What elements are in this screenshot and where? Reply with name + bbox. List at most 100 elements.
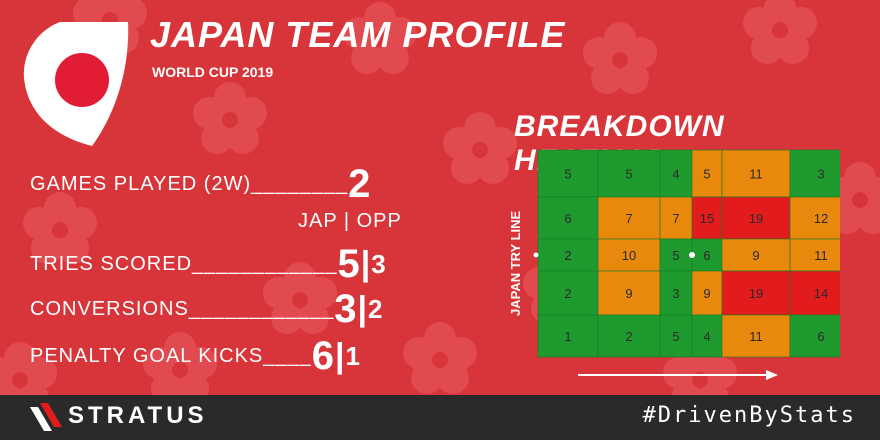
brand-name: STRATUS: [68, 402, 208, 429]
jap-value: 5: [337, 242, 361, 286]
opp-value: 3: [371, 249, 387, 279]
heatmap-cell-fill: [597, 238, 661, 272]
heatmap-cell-fill: [789, 149, 840, 198]
heatmap-cell-fill: [691, 238, 723, 272]
heatmap-cell-fill: [659, 196, 693, 240]
heatmap-cell: 5: [597, 149, 661, 198]
heatmap-cell-fill: [691, 270, 723, 316]
heatmap-cell: 4: [659, 149, 693, 198]
heatmap-cell-fill: [597, 270, 661, 316]
heatmap-cell-value: 11: [749, 167, 763, 182]
heatmap-cell: 19: [721, 270, 791, 316]
jap-value: 6: [311, 334, 336, 378]
heatmap-cell-fill: [789, 314, 840, 358]
heatmap-cell: 7: [659, 196, 693, 240]
heatmap-cell-value: 11: [749, 329, 763, 344]
heatmap-cell-fill: [721, 149, 791, 198]
stat-label: PENALTY GOAL KICKS____: [30, 344, 312, 367]
heatmap-cell-value: 9: [625, 286, 632, 301]
heatmap-cell-value: 4: [703, 329, 710, 344]
heatmap-cell-value: 14: [814, 286, 828, 301]
heatmap-cell: 11: [721, 149, 791, 198]
games-played-value: 2: [348, 162, 372, 206]
heatmap-cell-value: 2: [564, 286, 571, 301]
heatmap-cell-value: 3: [672, 286, 679, 301]
heatmap-cell: 2: [537, 238, 599, 272]
heatmap-cell-value: 9: [752, 248, 759, 263]
heatmap-cell-fill: [721, 238, 791, 272]
heatmap-cell: 6: [691, 238, 723, 272]
heatmap-cell: 14: [789, 270, 840, 316]
stat-label: CONVERSIONS____________: [30, 297, 335, 320]
separator: |: [357, 290, 369, 328]
heatmap-cell-fill: [789, 270, 840, 316]
page-subtitle: WORLD CUP 2019: [152, 64, 274, 80]
heatmap-cell: 6: [537, 196, 599, 240]
heatmap-cell: 9: [691, 270, 723, 316]
heatmap-cell-value: 19: [749, 286, 763, 301]
hashtag: #DrivenByStats: [642, 403, 856, 428]
page-title: JAPAN TEAM PROFILE: [150, 14, 566, 55]
heatmap-cell-fill: [659, 238, 693, 272]
heatmap-cell: 3: [659, 270, 693, 316]
column-header: JAP | OPP: [298, 210, 402, 232]
footer: STRATUS #DrivenByStats: [0, 395, 880, 440]
heatmap-cell-value: 6: [564, 211, 571, 226]
separator: |: [360, 245, 372, 283]
stratus-logo-icon: [30, 403, 62, 431]
heatmap-cell-value: 5: [672, 248, 679, 263]
center-spot: [689, 252, 695, 258]
heatmap-cell: 9: [721, 238, 791, 272]
conversions-row: CONVERSIONS____________3|2: [30, 287, 384, 332]
heatmap-cell: 19: [721, 196, 791, 240]
heatmap-cell-value: 7: [625, 211, 632, 226]
heatmap-cell-value: 6: [703, 248, 710, 263]
heatmap-cell-fill: [537, 270, 599, 316]
opp-value: 2: [368, 294, 384, 324]
heatmap-cell: 3: [789, 149, 840, 198]
heatmap-cell-fill: [721, 196, 791, 240]
heatmap-cell: 10: [597, 238, 661, 272]
heatmap-cell: 5: [537, 149, 599, 198]
heatmap-cell-value: 5: [625, 167, 632, 182]
breakdown-heatmap: 5 5 4 5 11 36 7 7 15 19 122 10 5 6 9 112 9 3 9 19 141 2 5 4 11 6: [533, 149, 840, 380]
heatmap-cell-value: 7: [672, 211, 679, 226]
heatmap-cell-fill: [659, 270, 693, 316]
heatmap-cell-fill: [691, 314, 723, 358]
heatmap-cell-value: 15: [700, 211, 714, 226]
heatmap-cell-fill: [721, 314, 791, 358]
games-played-row: GAMES PLAYED (2W)________2: [30, 162, 371, 207]
heatmap-cell: 12: [789, 196, 840, 240]
heatmap-cell: 1: [537, 314, 599, 358]
heatmap-cell-fill: [659, 314, 693, 358]
heatmap-cell-fill: [597, 149, 661, 198]
heatmap-cell-fill: [597, 314, 661, 358]
heatmap-cell-fill: [537, 238, 599, 272]
heatmap-cell-value: 19: [749, 211, 763, 226]
stat-label: TRIES SCORED____________: [30, 252, 338, 275]
heatmap-cell-value: 12: [814, 211, 828, 226]
goal-post-marker: [533, 252, 539, 258]
heatmap-cell: 4: [691, 314, 723, 358]
try-line-label: JAPAN TRY LINE: [508, 210, 523, 316]
heatmap-cell: 11: [721, 314, 791, 358]
heatmap-cell: 9: [597, 270, 661, 316]
heatmap-cell-value: 5: [672, 329, 679, 344]
penalty-goal-kicks-row: PENALTY GOAL KICKS____6|1: [30, 334, 361, 379]
heatmap-cell: 5: [659, 314, 693, 358]
heatmap-cell-value: 5: [703, 167, 710, 182]
heatmap-cell-value: 11: [814, 248, 828, 263]
japan-flag-icon: [23, 22, 129, 146]
heatmap-cell-fill: [691, 149, 723, 198]
jap-value: 3: [334, 287, 358, 331]
heatmap-cell-fill: [537, 314, 599, 358]
heatmap-cell-value: 4: [672, 167, 679, 182]
heatmap-cell: 2: [597, 314, 661, 358]
heatmap-cell-value: 6: [817, 329, 824, 344]
heatmap-cell-value: 5: [564, 167, 571, 182]
arrow-head-icon: [766, 370, 778, 380]
heatmap-cell: 6: [789, 314, 840, 358]
heatmap-cell: 11: [789, 238, 840, 272]
heatmap-cell-value: 9: [703, 286, 710, 301]
heatmap-cell: 5: [659, 238, 693, 272]
